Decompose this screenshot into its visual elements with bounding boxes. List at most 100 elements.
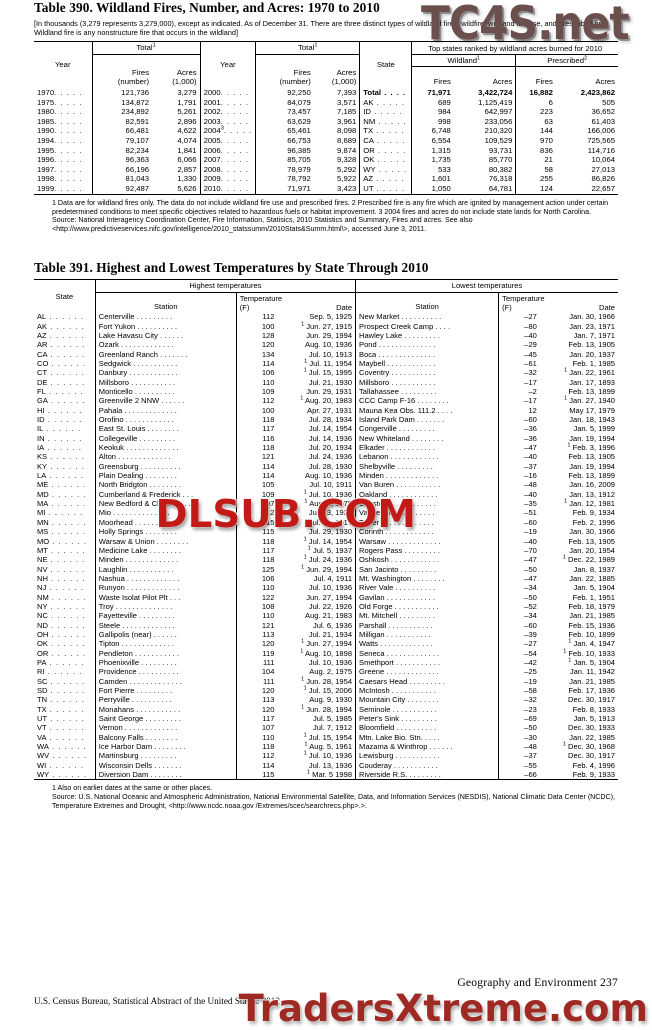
cell-temp-highest: 113 xyxy=(235,629,278,640)
cell-date-lowest: Jan. 21, 1985 xyxy=(569,611,615,621)
cell-station-highest: Laughlin . . . . . . . . . . . xyxy=(94,564,237,574)
cell-temp-lowest: –42 xyxy=(498,657,540,668)
cell-year-right: 2001. . . . . xyxy=(199,97,256,108)
cell-date-lowest: Dec. 30, 1917 xyxy=(568,695,615,705)
cell-date-lowest: 1 Jan. 4, 1947 xyxy=(568,638,615,649)
cell-year-right: 2005. . . . . xyxy=(199,136,256,146)
cell-date-highest: Jul. 4, 1911 xyxy=(313,573,353,583)
cell-temp-highest: 117 xyxy=(235,424,278,434)
cell-station-highest: Nashua . . . . . . . . . . . . . xyxy=(94,573,237,584)
cell-acres-right: 3,961 xyxy=(337,116,357,126)
cell-acres-right: 7,185 xyxy=(337,107,357,117)
table-row: MD . . . . . . Cumberland & Frederick . .… xyxy=(34,489,618,500)
table-row: IN . . . . . . Collegeville . . . . . . .… xyxy=(34,433,618,444)
cell-temp-lowest: –19 xyxy=(498,527,540,537)
cell-fires-right: 78,979 xyxy=(255,164,314,175)
cell-station-lowest: Gavilan . . . . . . . . . . . . xyxy=(355,592,499,602)
cell-station-lowest: McIntosh . . . . . . . . . . . xyxy=(355,686,499,696)
cell-station-lowest: Pond . . . . . . . . . . . . . . xyxy=(355,340,499,350)
cell-acres-left: 1,330 xyxy=(177,174,197,184)
table-row: NC . . . . . . Fayetteville . . . . . . .… xyxy=(34,611,618,621)
th-prescribed: Prescribed2 xyxy=(515,54,618,68)
cell-temp-highest: 106 xyxy=(235,368,278,378)
cell-temp-lowest: –16 xyxy=(498,471,540,481)
table-row: AR . . . . . . Ozark . . . . . . . . . . … xyxy=(34,340,618,350)
table-row: LA . . . . . . Plain Dealing . . . . . . … xyxy=(34,471,618,481)
cell-state: NM . . . . . xyxy=(359,116,412,127)
cell-station-lowest: Lewisburg . . . . . . . . . . . xyxy=(355,751,499,761)
cell-prescribed-fires: 21 xyxy=(515,155,556,165)
table-391-source: Source: U.S. National Oceanic and Atmosp… xyxy=(52,793,616,811)
cell-state: MD . . . . . . xyxy=(37,489,87,499)
cell-date-lowest: Feb. 13, 1899 xyxy=(568,387,615,396)
cell-date-lowest: Jan. 19, 1994 xyxy=(569,433,615,443)
cell-state: UT . . . . . . xyxy=(37,714,85,724)
cell-date-lowest: Jan. 30, 1966 xyxy=(569,527,615,537)
cell-date-highest: Jun. 29, 1931 xyxy=(306,387,353,396)
cell-station-highest: Greenville 2 NNW . . . . . . xyxy=(94,396,237,406)
cell-date-lowest: May 17, 1979 xyxy=(569,405,615,415)
cell-date-lowest: 1 Feb. 3, 1996 xyxy=(567,442,615,453)
table-row: CT . . . . . . Danbury . . . . . . . . . … xyxy=(34,368,618,378)
cell-fires-right: 92,250 xyxy=(255,88,314,98)
cell-date-highest: Jul. 10, 1936 xyxy=(308,657,353,667)
cell-acres-right: 5,292 xyxy=(337,164,357,174)
cell-temp-highest: 114 xyxy=(235,461,278,472)
cell-temp-lowest: –52 xyxy=(498,601,540,612)
cell-temp-lowest: –60 xyxy=(498,517,540,528)
cell-state: AZ . . . . . . xyxy=(37,330,85,340)
cell-date-highest: 1 Jul. 24, 1936 xyxy=(303,554,353,565)
th-station-low: Station xyxy=(355,292,499,313)
cell-station-highest: Wisconsin Dells . . . . . . . xyxy=(94,760,237,771)
cell-station-lowest: Congerville . . . . . . . . . xyxy=(355,424,499,434)
cell-date-lowest: Feb. 13, 1905 xyxy=(568,452,615,462)
cell-state: DE . . . . . . xyxy=(37,377,86,387)
cell-acres-left: 2,896 xyxy=(177,116,197,126)
cell-station-highest: Monahans . . . . . . . . . . . xyxy=(94,704,237,715)
cell-wildland-fires: 1,601 xyxy=(411,174,454,184)
cell-date-highest: Jul. 21, 1934 xyxy=(308,629,353,639)
cell-fires-left: 234,892 xyxy=(91,107,153,117)
cell-state: ME . . . . . . xyxy=(37,480,87,490)
cell-wildland-acres: 3,422,724 xyxy=(478,88,513,98)
cell-date-lowest: Jan. 7, 1971 xyxy=(573,330,615,340)
cell-station-lowest: Mtn. Lake Bio. Stn. . . . . xyxy=(355,732,499,743)
table-row: NM . . . . . . Waste Isolat Pilot Plt . .… xyxy=(34,592,618,602)
table-row: 1975. . . . . 134,872 1,791 2001. . . . . 84… xyxy=(34,97,618,108)
cell-temp-highest: 118 xyxy=(235,555,278,565)
table-row: NJ . . . . . . Runyon . . . . . . . . . .… xyxy=(34,583,618,593)
th-year-right: Year xyxy=(199,41,256,89)
cell-date-lowest: 1 Jan. 12, 1981 xyxy=(564,498,615,509)
table-row: ID . . . . . . Orofino . . . . . . . . . … xyxy=(34,415,618,425)
table-row: MO . . . . . . Warsaw & Union . . . . . .… xyxy=(34,536,618,546)
cell-station-highest: Martinsburg . . . . . . . . . xyxy=(94,751,237,761)
cell-state: AK . . . . . xyxy=(359,97,412,108)
cell-date-lowest: Feb. 9, 1933 xyxy=(572,770,615,780)
cell-station-highest: Waste Isolat Pilot Plt . . . xyxy=(94,592,237,602)
cell-date-highest: 1 Aug. 2, 1975 xyxy=(304,498,353,509)
cell-wildland-fires: 984 xyxy=(411,107,454,117)
table-row: 1995. . . . . 82,234 1,841 2006. . . . . 96,… xyxy=(34,145,618,156)
cell-date-highest: 1 Aug. 20, 1983 xyxy=(300,395,353,406)
cell-state: TN . . . . . . xyxy=(37,695,85,705)
cell-wildland-acres: 85,770 xyxy=(488,155,513,165)
cell-date-highest: Jul. 7, 1912 xyxy=(313,723,353,733)
cell-state: MS . . . . . . xyxy=(37,527,87,537)
cell-temp-lowest: –61 xyxy=(498,358,540,369)
cell-wildland-fires: 1,735 xyxy=(411,155,454,165)
cell-station-highest: Ice Harbor Dam . . . . . . . . xyxy=(94,742,237,752)
cell-state: ID . . . . . xyxy=(359,107,412,117)
table-row: TX . . . . . . Monahans . . . . . . . . .… xyxy=(34,704,618,715)
cell-temp-lowest: 12 xyxy=(498,405,540,416)
cell-state: LA . . . . . . xyxy=(37,471,85,481)
th-total-left: Total1 xyxy=(91,41,201,55)
cell-temp-lowest: –40 xyxy=(498,536,540,546)
cell-date-lowest: Jan. 5, 1999 xyxy=(573,424,615,434)
cell-temp-lowest: –2 xyxy=(498,387,540,397)
th-station-high: Station xyxy=(94,292,237,313)
table-row: 1996. . . . . 96,363 6,066 2007. . . . . 85,… xyxy=(34,155,618,165)
cell-temp-lowest: –48 xyxy=(498,480,540,490)
cell-prescribed-acres: 10,064 xyxy=(591,155,615,165)
cell-station-lowest: Shelbyville . . . . . . . . . xyxy=(355,461,499,472)
cell-fires-right: 85,705 xyxy=(255,155,314,165)
